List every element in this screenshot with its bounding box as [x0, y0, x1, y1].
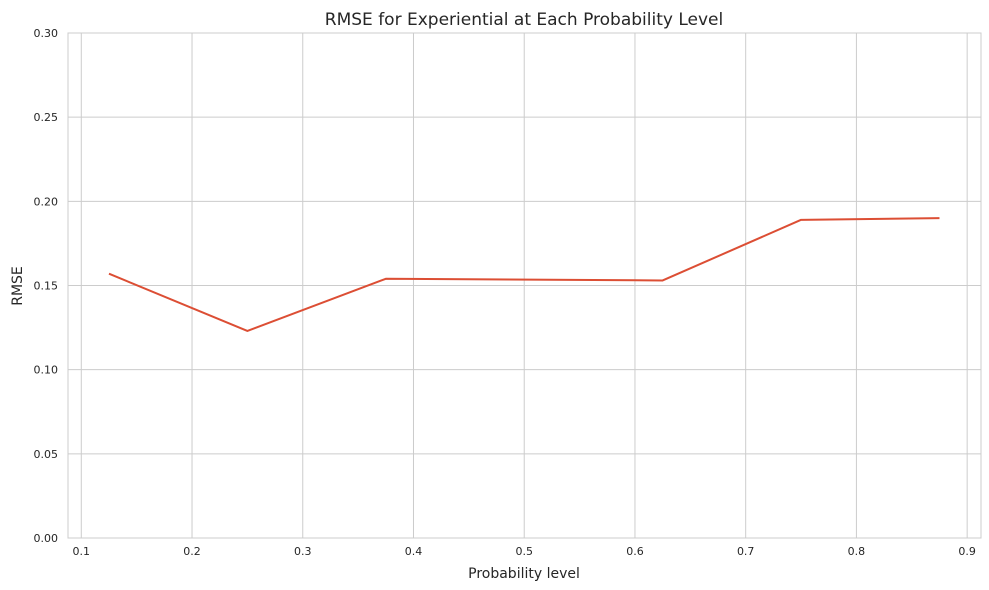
x-tick-label: 0.3	[294, 545, 312, 558]
x-tick-label: 0.1	[73, 545, 91, 558]
y-tick-label: 0.10	[34, 364, 59, 377]
y-tick-label: 0.25	[34, 111, 59, 124]
chart-title: RMSE for Experiential at Each Probabilit…	[325, 10, 723, 30]
x-tick-label: 0.4	[405, 545, 423, 558]
y-tick-label: 0.05	[34, 448, 59, 461]
y-tick-label: 0.30	[34, 27, 59, 40]
plot-frame	[67, 32, 982, 539]
x-tick-label: 0.9	[958, 545, 976, 558]
y-axis-ticks: 0.00 0.05 0.10 0.15 0.20 0.25 0.30	[34, 27, 59, 545]
grid-lines	[68, 32, 981, 539]
series-line	[108, 217, 940, 332]
x-tick-label: 0.7	[737, 545, 755, 558]
y-tick-label: 0.15	[34, 280, 59, 293]
y-tick-label: 0.20	[34, 195, 59, 208]
x-axis-title: Probability level	[468, 566, 580, 582]
y-axis-title: RMSE	[10, 266, 26, 306]
y-tick-label: 0.00	[34, 532, 59, 545]
x-tick-label: 0.2	[183, 545, 201, 558]
x-tick-label: 0.6	[626, 545, 644, 558]
x-axis-ticks: 0.1 0.2 0.3 0.4 0.5 0.6 0.7 0.8 0.9	[73, 545, 976, 558]
x-tick-label: 0.8	[848, 545, 866, 558]
x-tick-label: 0.5	[515, 545, 533, 558]
series-group	[108, 217, 940, 332]
